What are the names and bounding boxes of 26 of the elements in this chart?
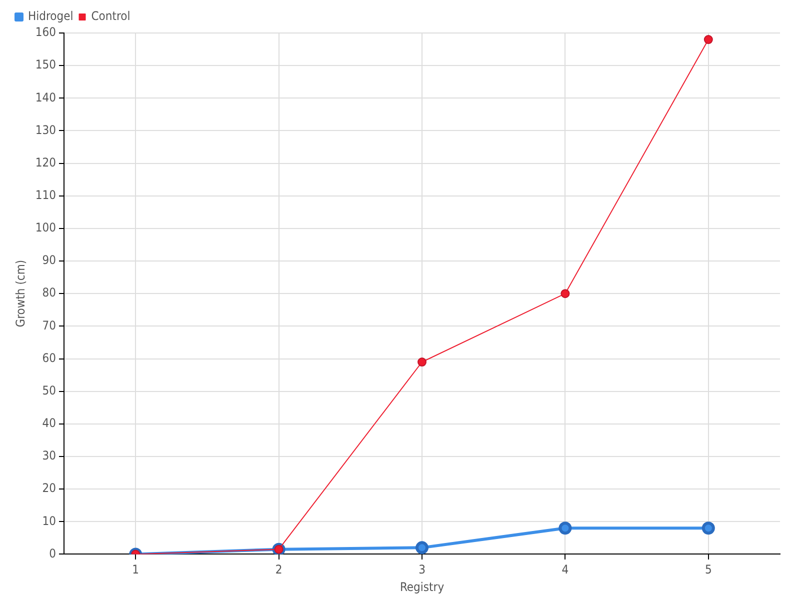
y-tick-label: 40 — [42, 416, 56, 430]
y-tick-label: 50 — [42, 383, 56, 398]
y-tick-label: 110 — [35, 188, 56, 202]
y-tick-label: 60 — [42, 350, 56, 365]
y-tick-label: 80 — [42, 286, 56, 300]
y-tick-label: 10 — [42, 514, 56, 528]
x-tick-label: 1 — [132, 562, 140, 577]
x-axis-title: Registry — [400, 580, 445, 594]
y-tick-label: 160 — [35, 25, 56, 40]
legend-label: Hidrogel — [28, 9, 74, 24]
y-tick-label: 70 — [42, 318, 56, 332]
y-axis-title: Growth (cm) — [13, 260, 28, 328]
y-tick-label: 0 — [49, 546, 56, 560]
y-tick-label: 130 — [35, 122, 56, 137]
y-tick-label: 150 — [35, 58, 56, 72]
x-tick-label: 3 — [418, 562, 426, 577]
legend-label: Control — [91, 9, 130, 24]
y-tick-label: 140 — [35, 90, 56, 104]
y-tick-label: 100 — [35, 220, 56, 235]
y-tick-label: 120 — [35, 155, 56, 170]
x-tick-label: 2 — [275, 562, 282, 577]
y-tick-label: 20 — [42, 481, 56, 496]
y-tick-label: 90 — [42, 253, 56, 268]
y-tick-label: 30 — [42, 448, 56, 463]
x-tick-label: 4 — [562, 562, 569, 577]
x-tick-label: 5 — [704, 562, 712, 577]
